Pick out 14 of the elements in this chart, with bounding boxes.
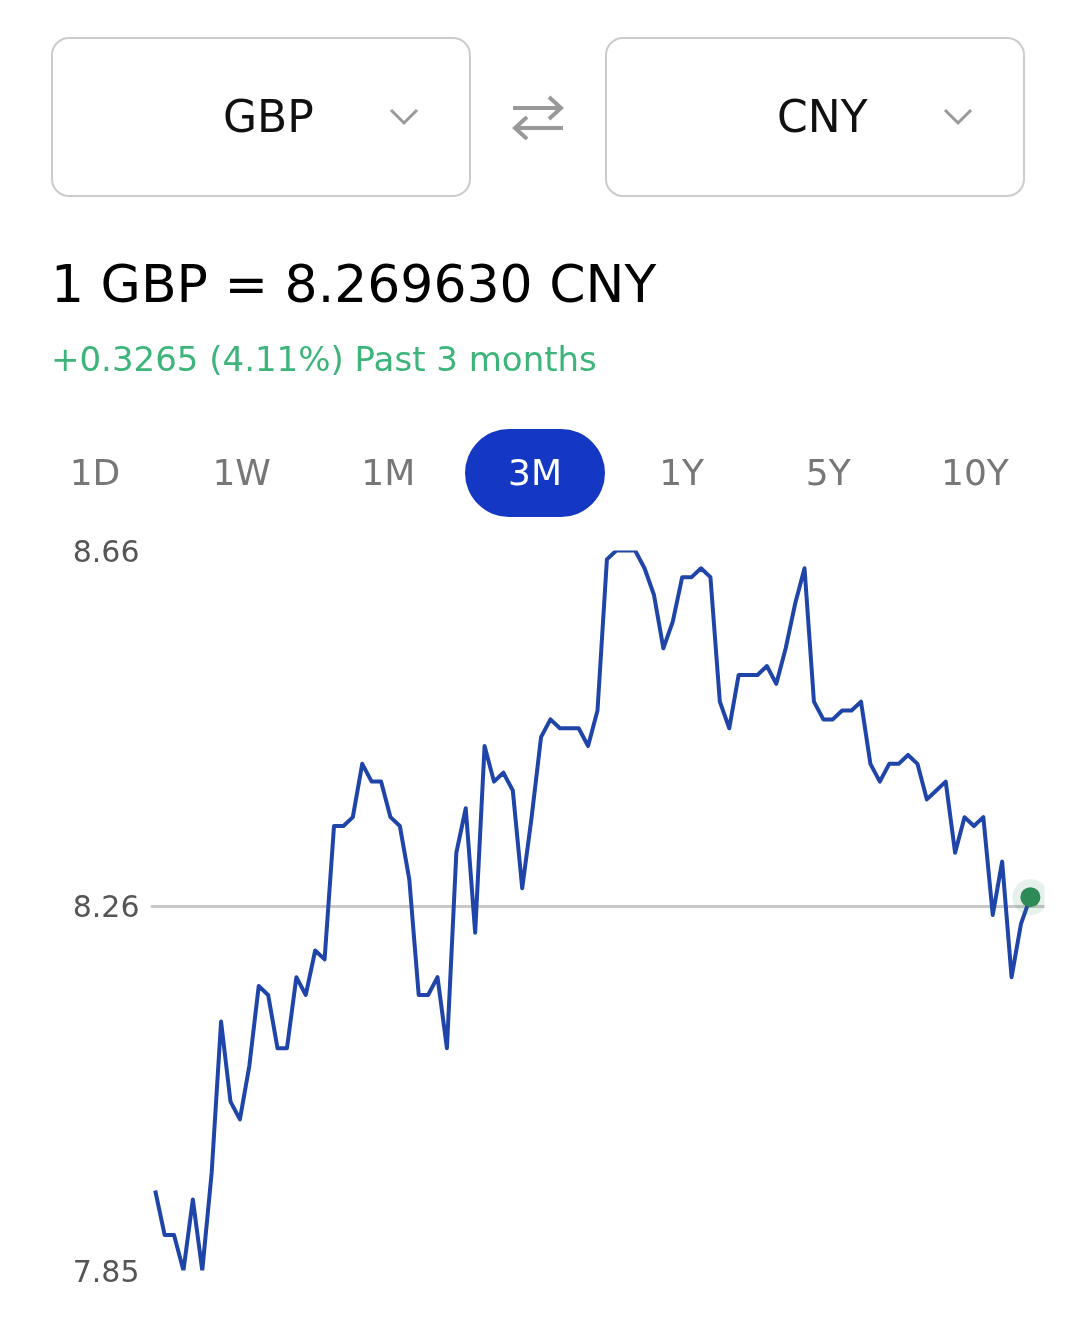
text: CNY xyxy=(605,37,1025,197)
text: 1D xyxy=(68,451,122,496)
y-tick-label: 8.66 xyxy=(72,533,140,569)
y-tick-label: 8.26 xyxy=(72,889,140,925)
text: 5Y xyxy=(804,451,852,496)
text: 10Y xyxy=(940,451,1010,496)
chart-subtitle: +0.3265 (4.11%) Past 3 months xyxy=(51,338,598,382)
text: 1Y xyxy=(658,451,706,496)
text: 3M xyxy=(464,428,605,517)
text: 1M xyxy=(360,451,417,496)
text: 1W xyxy=(211,451,272,496)
text: GBP xyxy=(51,37,471,197)
y-tick-label: 7.85 xyxy=(72,1253,140,1289)
chart-title: 1 GBP = 8.269630 CNY xyxy=(51,253,658,316)
